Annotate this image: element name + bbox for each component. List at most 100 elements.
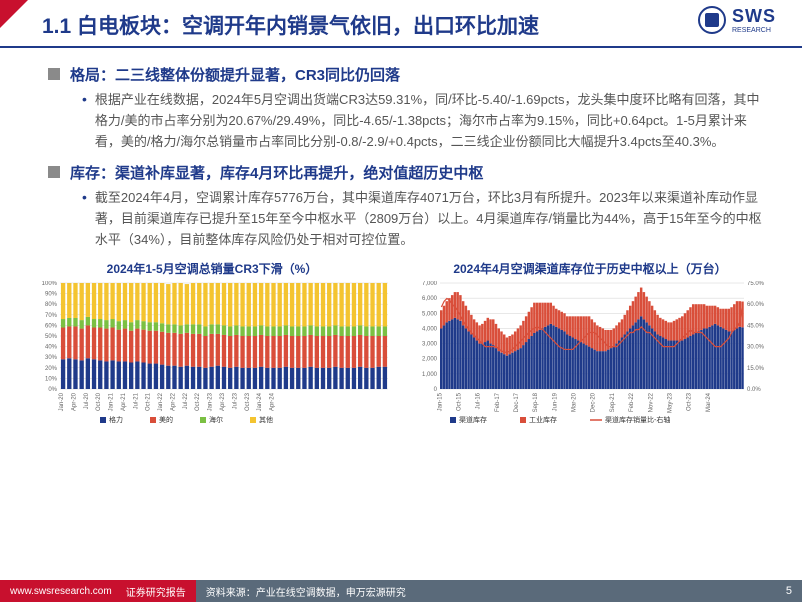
svg-text:Apr-22: Apr-22 (170, 392, 176, 411)
svg-text:Nov-22: Nov-22 (648, 392, 654, 412)
svg-text:0%: 0% (48, 387, 57, 393)
square-bullet-icon (48, 68, 60, 80)
svg-text:60.0%: 60.0% (747, 302, 765, 308)
chart1-block: 2024年1-5月空调总销量CR3下滑（%） 0% 10% 20% 30% 40% 50%… (32, 260, 392, 434)
page-number: 5 (786, 585, 792, 597)
svg-text:Dec-20: Dec-20 (591, 392, 597, 412)
svg-text:40%: 40% (45, 345, 58, 351)
svg-text:45.0%: 45.0% (747, 323, 765, 329)
slide-title: 1.1 白电板块：空调开年内销景气依旧，出口环比加速 (42, 10, 539, 40)
svg-text:6,000: 6,000 (422, 296, 438, 302)
svg-text:Sep-18: Sep-18 (533, 392, 539, 412)
svg-text:Sep-21: Sep-21 (610, 392, 616, 412)
chart2-block: 2024年4月空调渠道库存位于历史中枢以上（万台） 0 1,000 2,000 3,0… (410, 260, 770, 434)
svg-text:Oct-15: Oct-15 (457, 392, 463, 411)
svg-text:Jul-23: Jul-23 (232, 392, 238, 409)
section1-text: 根据产业在线数据，2024年5月空调出货端CR3达59.31%，同/环比-5.4… (95, 89, 768, 152)
svg-text:Jul-22: Jul-22 (183, 392, 189, 409)
svg-text:Oct-22: Oct-22 (195, 392, 201, 411)
section2-title: 库存：渠道补库显著，库存4月环比再提升，绝对值超历史中枢 (70, 162, 483, 183)
svg-text:20%: 20% (45, 366, 58, 372)
svg-text:Apr-23: Apr-23 (220, 392, 226, 411)
svg-text:Oct-21: Oct-21 (146, 392, 152, 411)
svg-text:100%: 100% (42, 281, 58, 287)
svg-text:Mar-20: Mar-20 (572, 392, 578, 412)
footer-gray-block: 资料来源：产业在线空调数据，申万宏源研究 5 (196, 580, 802, 602)
svg-text:0: 0 (434, 387, 438, 393)
svg-text:75.0%: 75.0% (747, 281, 765, 287)
chart1-svg: 0% 10% 20% 30% 40% 50% 60% 70% 80% 90% 100% Jan-20 A… (32, 281, 392, 429)
svg-text:Jan-20: Jan-20 (59, 392, 65, 411)
section1-head: 格局：二三线整体份额提升显著，CR3同比仍回落 (48, 64, 768, 85)
svg-text:渠道库存: 渠道库存 (459, 415, 487, 424)
logo-icon (698, 6, 726, 34)
header-divider (0, 46, 802, 48)
slide-header: 1.1 白电板块：空调开年内销景气依旧，出口环比加速 SWS RESEARCH (0, 0, 802, 50)
svg-text:Jan-23: Jan-23 (208, 392, 214, 411)
svg-text:Jul-21: Jul-21 (133, 392, 139, 409)
svg-text:60%: 60% (45, 323, 58, 329)
svg-text:3,000: 3,000 (422, 342, 438, 348)
dot-bullet-icon: • (82, 187, 87, 250)
svg-text:Oct-20: Oct-20 (96, 392, 102, 411)
dot-bullet-icon: • (82, 89, 87, 152)
svg-text:15.0%: 15.0% (747, 366, 765, 372)
chart2-title: 2024年4月空调渠道库存位于历史中枢以上（万台） (410, 260, 770, 277)
svg-text:海尔: 海尔 (209, 415, 223, 424)
footer-url: www.swsresearch.com (10, 586, 112, 597)
svg-text:Oct-23: Oct-23 (687, 392, 693, 411)
svg-text:80%: 80% (45, 302, 58, 308)
section1-body: • 根据产业在线数据，2024年5月空调出货端CR3达59.31%，同/环比-5… (82, 89, 768, 152)
section2-body: • 截至2024年4月，空调累计库存5776万台，其中渠道库存4071万台，环比… (82, 187, 768, 250)
sws-logo: SWS RESEARCH (698, 6, 776, 34)
logo-subtext: RESEARCH (732, 27, 776, 34)
svg-text:Oct-23: Oct-23 (245, 392, 251, 411)
footer-red-block: www.swsresearch.com 证券研究报告 (0, 580, 196, 602)
svg-text:Feb-22: Feb-22 (629, 392, 635, 412)
chart1-title: 2024年1-5月空调总销量CR3下滑（%） (32, 260, 392, 277)
svg-text:Jan-21: Jan-21 (109, 392, 115, 411)
svg-text:Jul-20: Jul-20 (84, 392, 90, 409)
svg-text:2,000: 2,000 (422, 357, 438, 363)
svg-text:50%: 50% (45, 334, 58, 340)
svg-text:格力: 格力 (109, 415, 123, 424)
svg-text:Dec-17: Dec-17 (514, 392, 520, 412)
svg-text:1,000: 1,000 (422, 372, 438, 378)
svg-text:10%: 10% (45, 376, 58, 382)
svg-text:Jan-24: Jan-24 (257, 392, 263, 411)
svg-text:Feb-17: Feb-17 (495, 392, 501, 412)
svg-text:Apr-20: Apr-20 (71, 392, 77, 411)
section1-title: 格局：二三线整体份额提升显著，CR3同比仍回落 (70, 64, 400, 85)
svg-text:70%: 70% (45, 313, 58, 319)
svg-text:美的: 美的 (159, 415, 173, 424)
svg-text:其他: 其他 (259, 415, 273, 424)
svg-text:May-23: May-23 (667, 392, 673, 413)
svg-text:Jul-16: Jul-16 (476, 392, 482, 409)
svg-text:4,000: 4,000 (422, 326, 438, 332)
section2-head: 库存：渠道补库显著，库存4月环比再提升，绝对值超历史中枢 (48, 162, 768, 183)
svg-text:Jan-22: Jan-22 (158, 392, 164, 411)
chart2-svg: 0 1,000 2,000 3,000 4,000 5,000 6,000 7,000 0.0%… (410, 281, 770, 429)
svg-text:Apr-24: Apr-24 (270, 392, 276, 411)
section2-text: 截至2024年4月，空调累计库存5776万台，其中渠道库存4071万台，环比3月… (95, 187, 768, 250)
square-bullet-icon (48, 166, 60, 178)
svg-text:30%: 30% (45, 355, 58, 361)
content-area: 格局：二三线整体份额提升显著，CR3同比仍回落 • 根据产业在线数据，2024年… (0, 50, 802, 250)
svg-text:Apr-21: Apr-21 (121, 392, 127, 411)
svg-text:30.0%: 30.0% (747, 345, 765, 351)
svg-text:Mar-24: Mar-24 (706, 392, 712, 412)
svg-text:5,000: 5,000 (422, 311, 438, 317)
footer-label: 证券研究报告 (126, 584, 186, 599)
slide-footer: www.swsresearch.com 证券研究报告 资料来源：产业在线空调数据… (0, 580, 802, 602)
svg-text:Jun-19: Jun-19 (552, 392, 558, 411)
svg-text:渠道库存销量比-右轴: 渠道库存销量比-右轴 (605, 415, 670, 424)
svg-text:90%: 90% (45, 292, 58, 298)
corner-accent (0, 0, 28, 28)
logo-text: SWS (732, 6, 776, 27)
svg-text:7,000: 7,000 (422, 281, 438, 287)
svg-text:工业库存: 工业库存 (529, 415, 557, 424)
footer-source: 资料来源：产业在线空调数据，申万宏源研究 (206, 584, 406, 599)
charts-row: 2024年1-5月空调总销量CR3下滑（%） 0% 10% 20% 30% 40% 50%… (0, 260, 802, 434)
svg-text:0.0%: 0.0% (747, 387, 761, 393)
svg-text:Jan-15: Jan-15 (437, 392, 443, 411)
